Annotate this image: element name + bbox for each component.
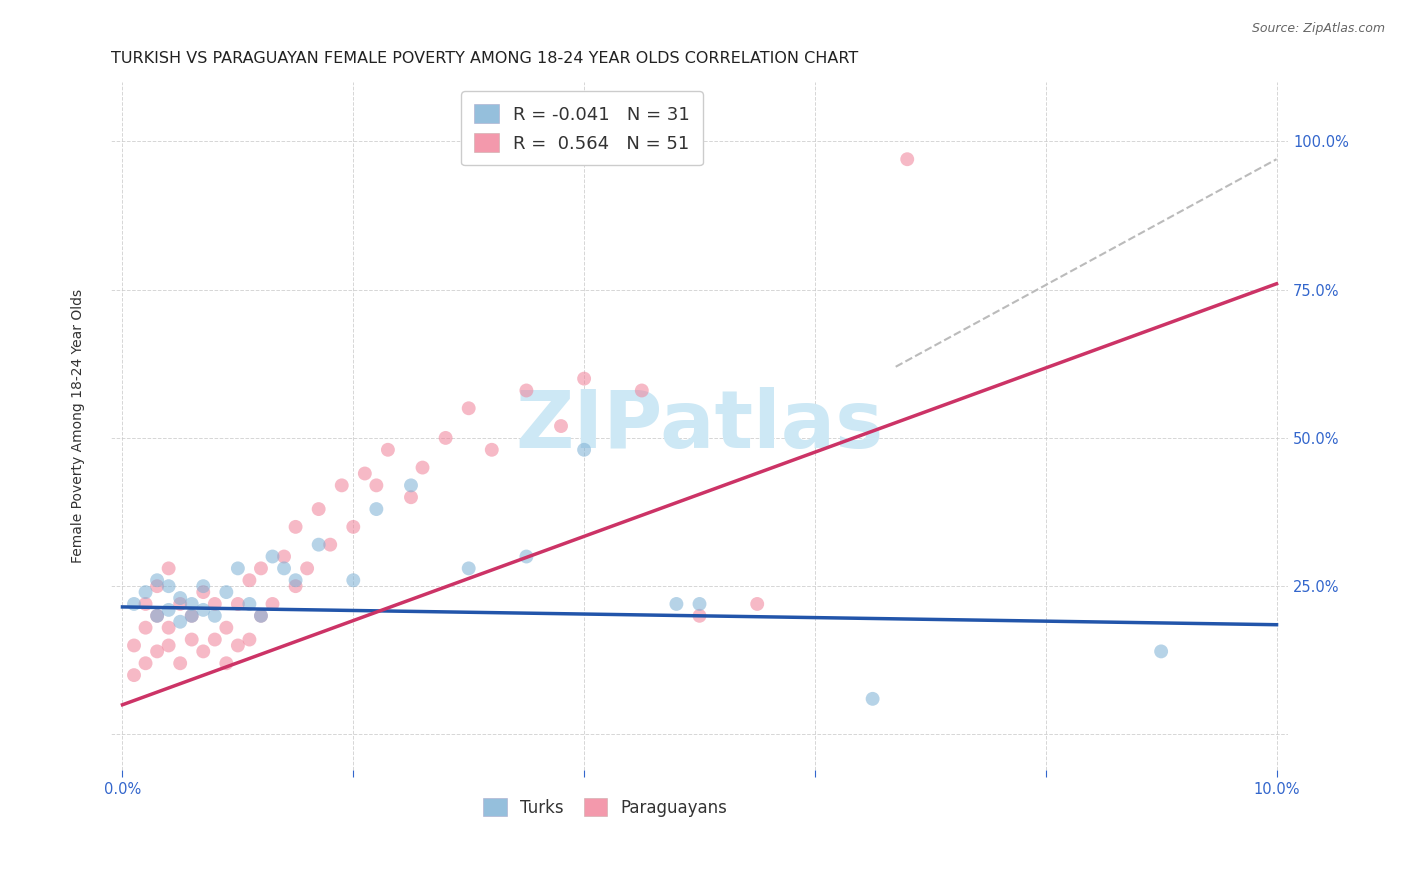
Point bbox=[135, 621, 157, 635]
Point bbox=[135, 657, 157, 671]
Point bbox=[180, 597, 202, 611]
Point bbox=[295, 561, 318, 575]
Text: TURKISH VS PARAGUAYAN FEMALE POVERTY AMONG 18-24 YEAR OLDS CORRELATION CHART: TURKISH VS PARAGUAYAN FEMALE POVERTY AMO… bbox=[111, 51, 858, 66]
Point bbox=[146, 608, 169, 623]
Point bbox=[204, 608, 226, 623]
Point bbox=[457, 401, 479, 416]
Y-axis label: Female Poverty Among 18-24 Year Olds: Female Poverty Among 18-24 Year Olds bbox=[72, 289, 86, 563]
Point bbox=[169, 615, 191, 629]
Point bbox=[135, 585, 157, 599]
Point bbox=[366, 502, 388, 516]
Point bbox=[515, 549, 537, 564]
Point bbox=[862, 691, 884, 706]
Point bbox=[689, 608, 711, 623]
Point bbox=[180, 632, 202, 647]
Point bbox=[399, 490, 422, 504]
Point bbox=[169, 597, 191, 611]
Point bbox=[226, 561, 249, 575]
Point bbox=[572, 371, 595, 385]
Point bbox=[284, 573, 307, 587]
Point bbox=[226, 639, 249, 653]
Point bbox=[434, 431, 457, 445]
Point bbox=[342, 573, 364, 587]
Point bbox=[284, 579, 307, 593]
Text: ZIPatlas: ZIPatlas bbox=[516, 387, 883, 465]
Point bbox=[215, 657, 238, 671]
Point bbox=[308, 502, 330, 516]
Point bbox=[180, 608, 202, 623]
Point bbox=[308, 538, 330, 552]
Point bbox=[157, 621, 180, 635]
Point bbox=[284, 520, 307, 534]
Point bbox=[146, 608, 169, 623]
Point bbox=[250, 561, 273, 575]
Legend: Turks, Paraguayans: Turks, Paraguayans bbox=[477, 791, 734, 823]
Point bbox=[319, 538, 342, 552]
Point bbox=[273, 549, 295, 564]
Point bbox=[481, 442, 503, 457]
Point bbox=[572, 442, 595, 457]
Point bbox=[146, 579, 169, 593]
Point bbox=[366, 478, 388, 492]
Point bbox=[135, 597, 157, 611]
Point bbox=[342, 520, 364, 534]
Point bbox=[204, 632, 226, 647]
Point bbox=[157, 639, 180, 653]
Point bbox=[399, 478, 422, 492]
Point bbox=[169, 657, 191, 671]
Point bbox=[689, 597, 711, 611]
Point bbox=[630, 384, 652, 398]
Point bbox=[122, 668, 145, 682]
Point bbox=[157, 603, 180, 617]
Point bbox=[353, 467, 375, 481]
Point bbox=[193, 603, 215, 617]
Point bbox=[665, 597, 688, 611]
Point bbox=[550, 419, 572, 434]
Point bbox=[747, 597, 769, 611]
Point bbox=[330, 478, 353, 492]
Point bbox=[157, 579, 180, 593]
Point bbox=[262, 597, 284, 611]
Point bbox=[193, 644, 215, 658]
Point bbox=[122, 639, 145, 653]
Point bbox=[193, 585, 215, 599]
Point bbox=[122, 597, 145, 611]
Point bbox=[250, 608, 273, 623]
Point bbox=[238, 597, 260, 611]
Point bbox=[169, 591, 191, 605]
Point bbox=[204, 597, 226, 611]
Point bbox=[193, 579, 215, 593]
Point bbox=[215, 585, 238, 599]
Point bbox=[515, 384, 537, 398]
Point bbox=[180, 608, 202, 623]
Point bbox=[896, 152, 918, 166]
Point bbox=[215, 621, 238, 635]
Point bbox=[226, 597, 249, 611]
Point bbox=[146, 644, 169, 658]
Text: Source: ZipAtlas.com: Source: ZipAtlas.com bbox=[1251, 22, 1385, 36]
Point bbox=[146, 573, 169, 587]
Point bbox=[262, 549, 284, 564]
Point bbox=[157, 561, 180, 575]
Point bbox=[273, 561, 295, 575]
Point bbox=[412, 460, 434, 475]
Point bbox=[238, 632, 260, 647]
Point bbox=[457, 561, 479, 575]
Point bbox=[377, 442, 399, 457]
Point bbox=[1150, 644, 1173, 658]
Point bbox=[238, 573, 260, 587]
Point bbox=[250, 608, 273, 623]
